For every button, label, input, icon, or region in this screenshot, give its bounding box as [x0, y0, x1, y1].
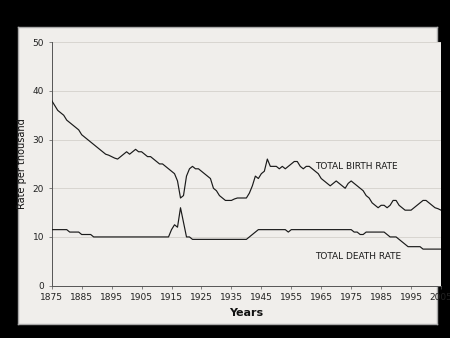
Y-axis label: Rate per thousand: Rate per thousand — [17, 119, 27, 209]
Text: TOTAL DEATH RATE: TOTAL DEATH RATE — [315, 252, 401, 261]
Text: TOTAL BIRTH RATE: TOTAL BIRTH RATE — [315, 162, 398, 171]
X-axis label: Years: Years — [230, 308, 263, 318]
